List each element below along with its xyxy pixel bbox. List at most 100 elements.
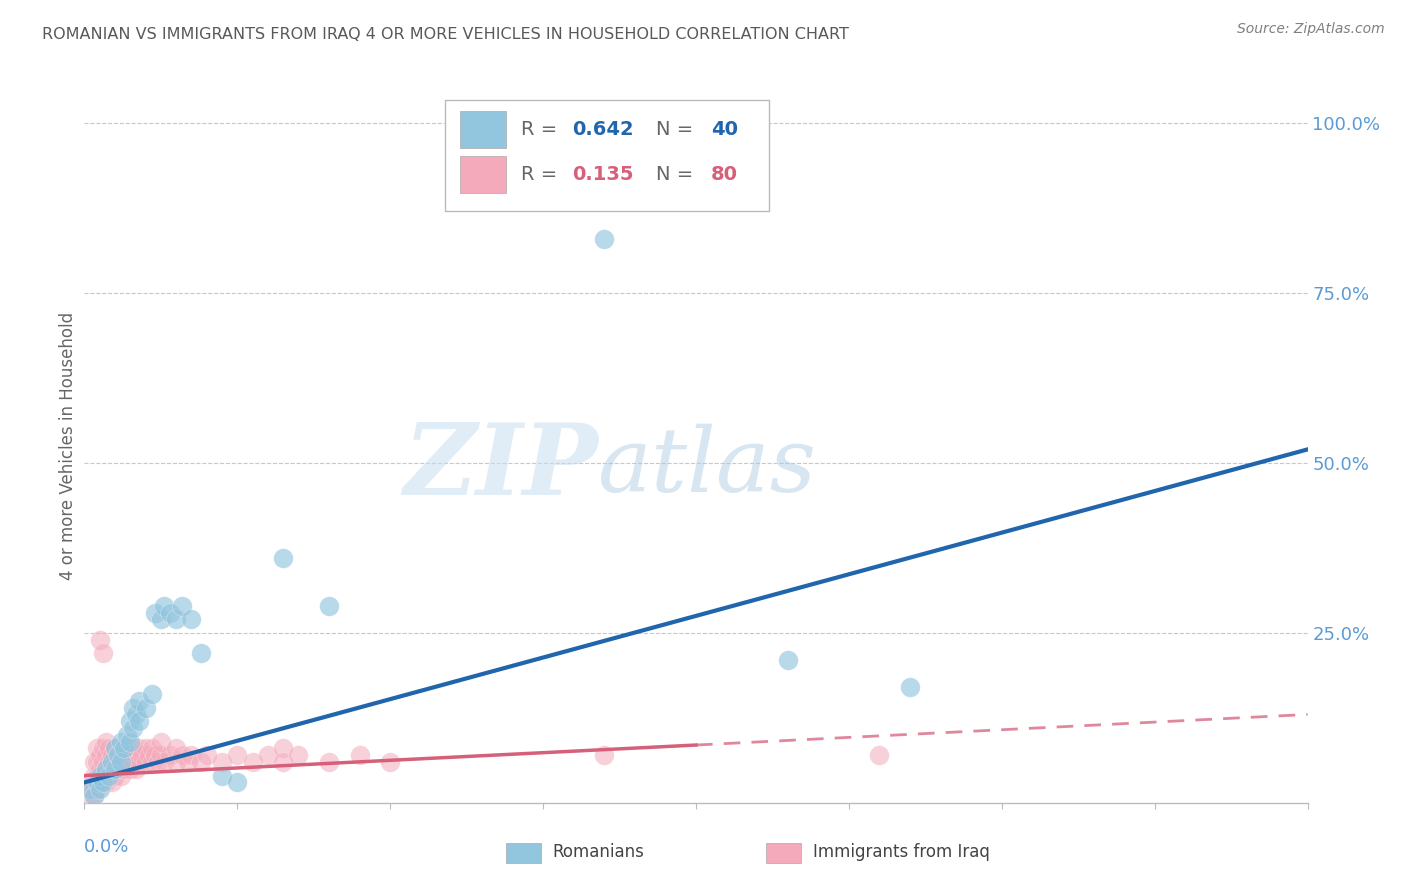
FancyBboxPatch shape xyxy=(460,156,506,194)
Point xyxy=(83,789,105,803)
Point xyxy=(153,755,176,769)
Point xyxy=(120,748,142,763)
Text: atlas: atlas xyxy=(598,424,817,511)
Point xyxy=(593,748,616,763)
Point xyxy=(143,748,166,763)
Point xyxy=(101,762,124,776)
Text: 0.642: 0.642 xyxy=(572,120,634,139)
FancyBboxPatch shape xyxy=(460,112,506,148)
Point xyxy=(143,606,166,620)
Point xyxy=(86,755,108,769)
Point xyxy=(271,755,294,769)
Point xyxy=(128,755,150,769)
Point xyxy=(115,755,138,769)
Point xyxy=(165,755,187,769)
Point xyxy=(128,714,150,729)
Text: N =: N = xyxy=(655,165,699,185)
Point xyxy=(112,762,135,776)
Text: Romanians: Romanians xyxy=(553,843,644,861)
Point xyxy=(271,551,294,566)
Point xyxy=(89,775,111,789)
Point xyxy=(94,762,117,776)
Point xyxy=(138,748,160,763)
Point xyxy=(86,775,108,789)
Point xyxy=(101,748,124,763)
Point xyxy=(190,755,212,769)
Point xyxy=(226,775,249,789)
Point xyxy=(104,741,127,756)
Point xyxy=(122,741,145,756)
Point xyxy=(91,755,114,769)
Point xyxy=(89,748,111,763)
Point xyxy=(97,755,120,769)
Point xyxy=(125,707,148,722)
Point xyxy=(180,612,202,626)
Point xyxy=(86,769,108,783)
Point xyxy=(172,599,194,613)
Point xyxy=(91,741,114,756)
Text: R =: R = xyxy=(522,120,564,139)
Point xyxy=(146,755,169,769)
Point xyxy=(115,741,138,756)
Point xyxy=(776,653,799,667)
Point xyxy=(110,755,132,769)
Point xyxy=(110,734,132,748)
Point xyxy=(128,694,150,708)
Point xyxy=(83,782,105,797)
Point xyxy=(79,789,101,803)
Point xyxy=(104,741,127,756)
Text: N =: N = xyxy=(655,120,699,139)
Point xyxy=(318,755,340,769)
Point xyxy=(120,714,142,729)
Point xyxy=(180,748,202,763)
Point xyxy=(349,748,371,763)
Point xyxy=(89,769,111,783)
Point xyxy=(83,755,105,769)
Point xyxy=(86,782,108,797)
Point xyxy=(91,775,114,789)
Point xyxy=(141,755,163,769)
Text: ZIP: ZIP xyxy=(404,419,598,516)
Text: 0.135: 0.135 xyxy=(572,165,634,185)
Point xyxy=(91,646,114,660)
Point xyxy=(110,769,132,783)
Point xyxy=(112,748,135,763)
Point xyxy=(107,748,129,763)
Point xyxy=(135,741,157,756)
Point xyxy=(97,769,120,783)
Point xyxy=(89,632,111,647)
Point xyxy=(115,728,138,742)
Point xyxy=(104,755,127,769)
Point xyxy=(110,741,132,756)
Point xyxy=(94,762,117,776)
Point xyxy=(125,748,148,763)
Point xyxy=(104,769,127,783)
Point xyxy=(122,755,145,769)
Point xyxy=(271,741,294,756)
Point xyxy=(287,748,309,763)
Text: Source: ZipAtlas.com: Source: ZipAtlas.com xyxy=(1237,22,1385,37)
Point xyxy=(79,782,101,797)
Point xyxy=(128,741,150,756)
Point xyxy=(898,680,921,694)
Point xyxy=(242,755,264,769)
Point xyxy=(149,748,172,763)
Point xyxy=(104,762,127,776)
Text: R =: R = xyxy=(522,165,564,185)
Point xyxy=(107,748,129,763)
Point xyxy=(101,755,124,769)
Point xyxy=(89,762,111,776)
Point xyxy=(226,748,249,763)
Point xyxy=(94,734,117,748)
Text: Immigrants from Iraq: Immigrants from Iraq xyxy=(813,843,990,861)
Text: ROMANIAN VS IMMIGRANTS FROM IRAQ 4 OR MORE VEHICLES IN HOUSEHOLD CORRELATION CHA: ROMANIAN VS IMMIGRANTS FROM IRAQ 4 OR MO… xyxy=(42,27,849,42)
Point xyxy=(869,748,891,763)
Point xyxy=(318,599,340,613)
Point xyxy=(131,748,153,763)
Point xyxy=(149,612,172,626)
Point xyxy=(135,700,157,714)
Point xyxy=(125,762,148,776)
Point xyxy=(257,748,280,763)
Point xyxy=(159,606,181,620)
Point xyxy=(120,762,142,776)
